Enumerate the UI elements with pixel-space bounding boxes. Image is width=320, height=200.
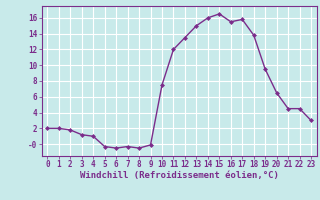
X-axis label: Windchill (Refroidissement éolien,°C): Windchill (Refroidissement éolien,°C) xyxy=(80,171,279,180)
